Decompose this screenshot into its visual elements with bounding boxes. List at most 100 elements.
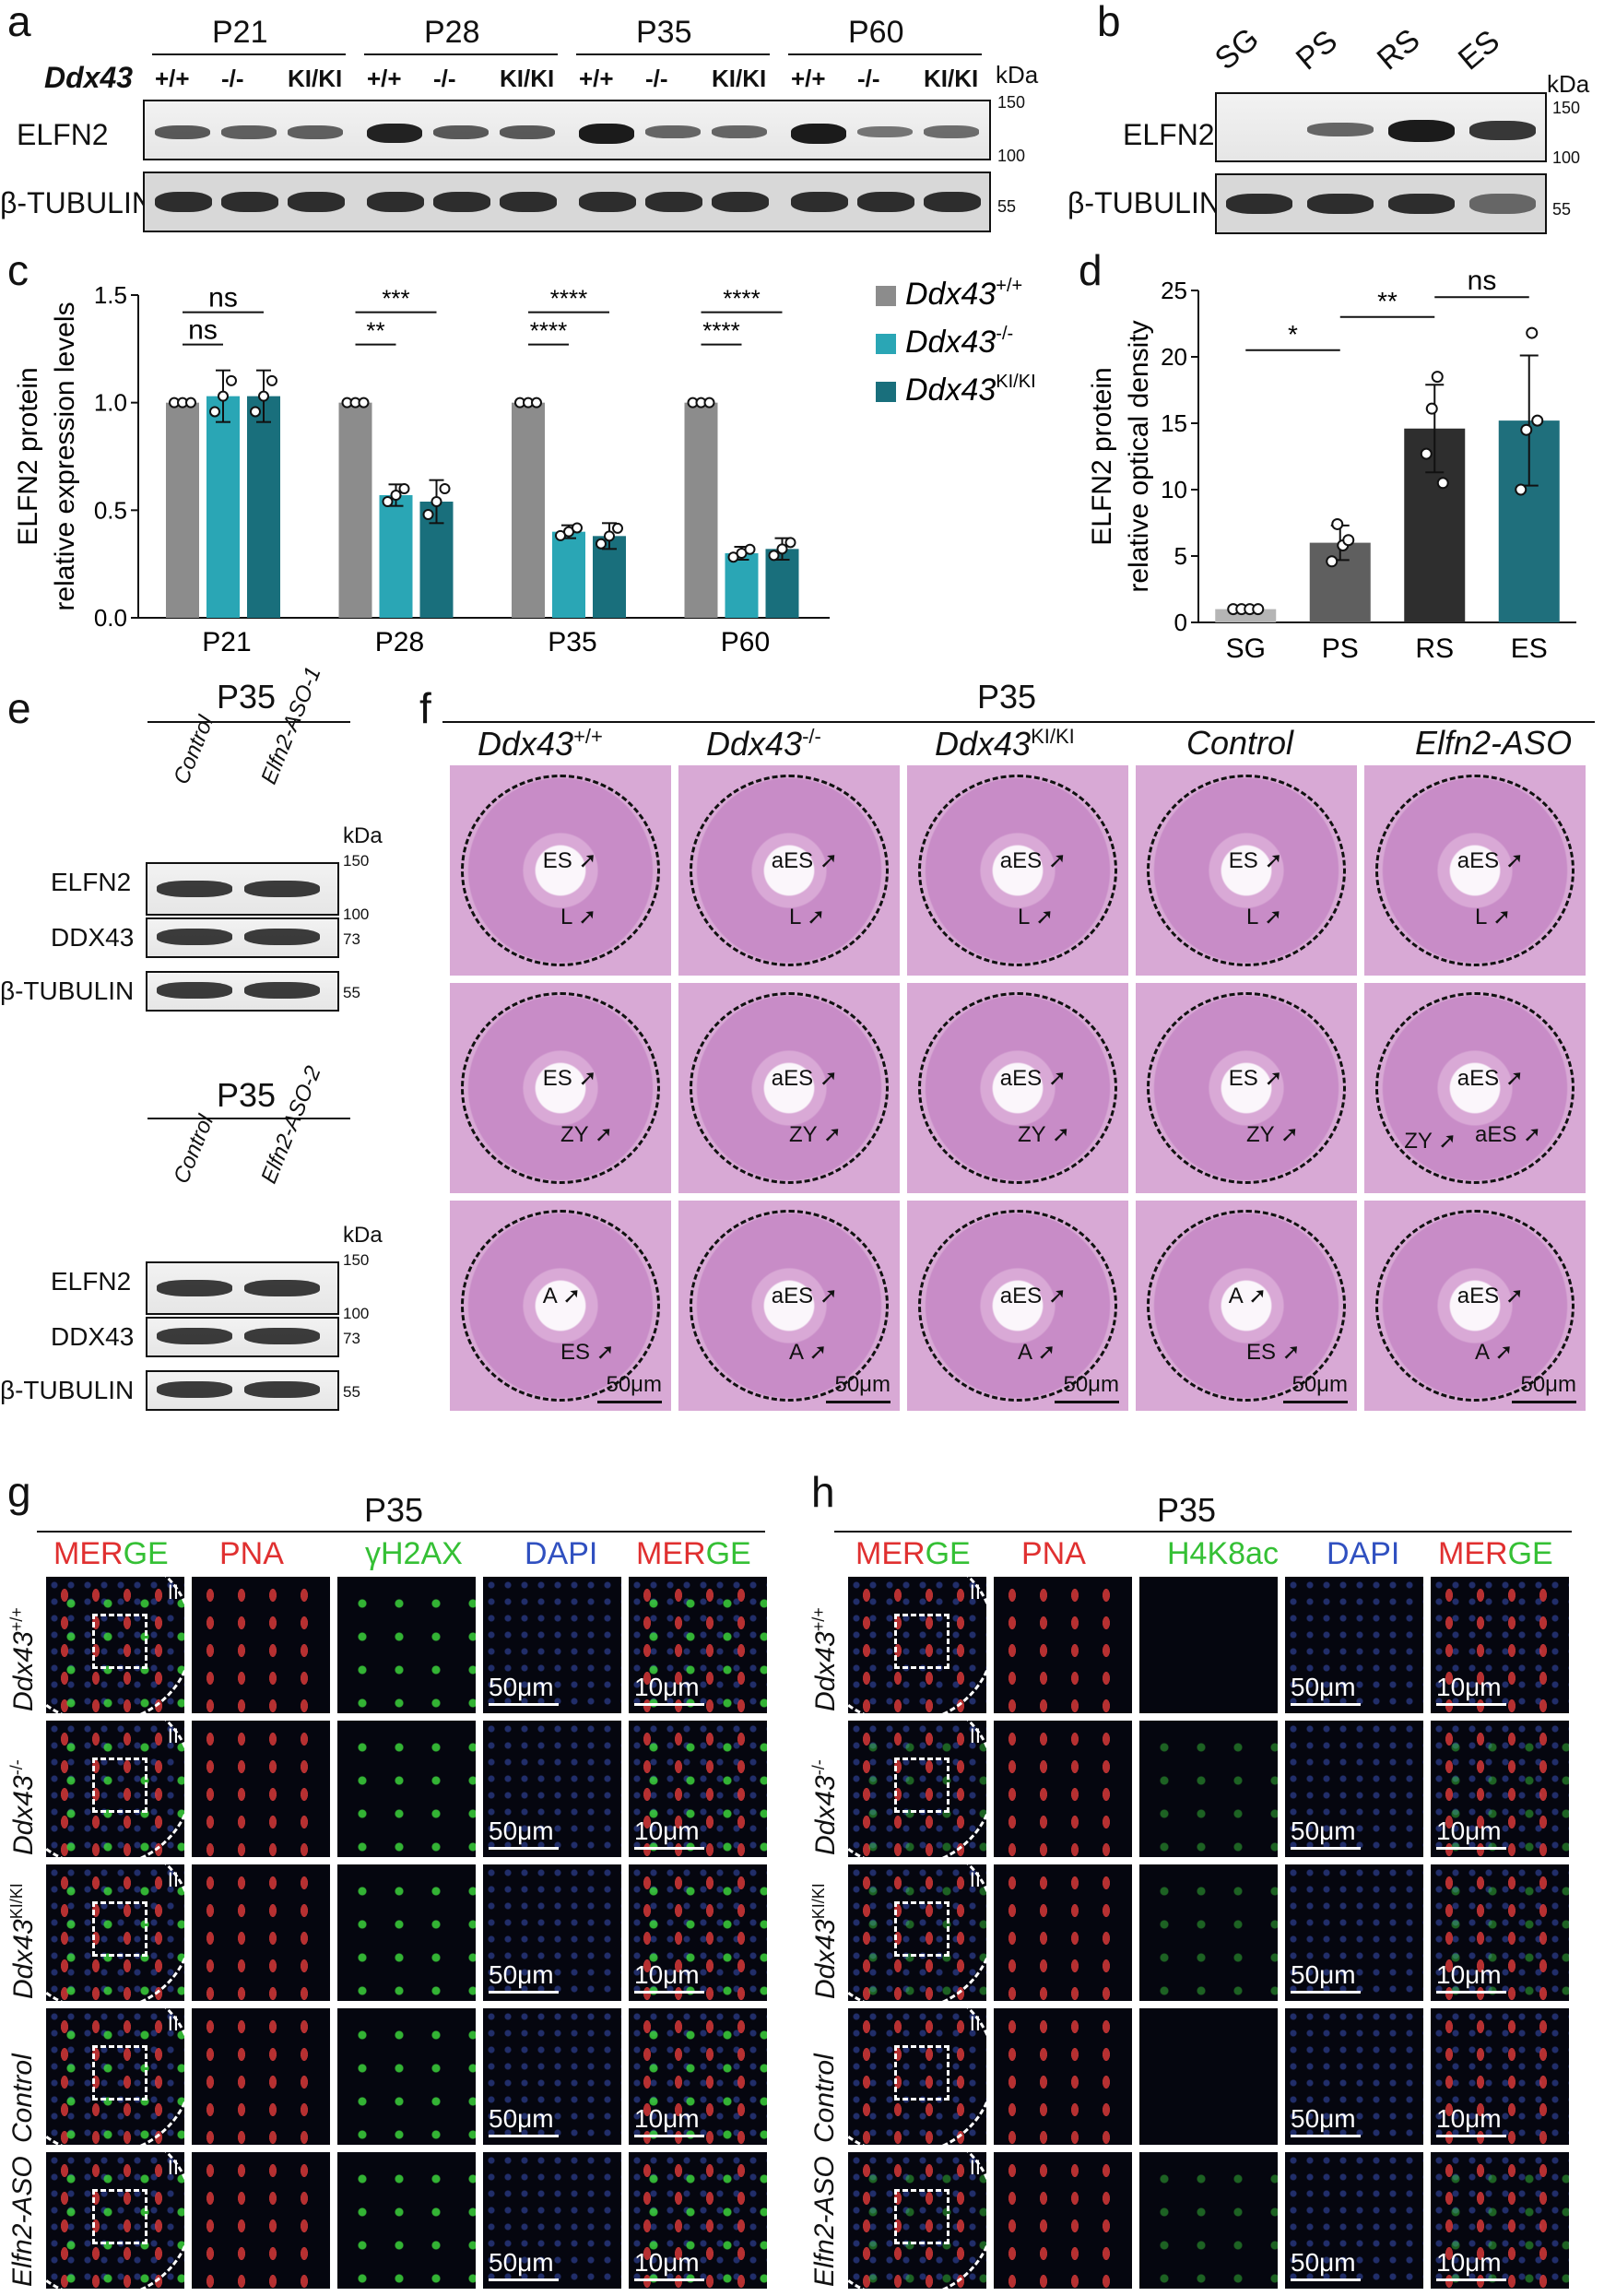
tubule-boundary [46,2152,184,2289]
bar [512,402,545,618]
cell-annotation: aES ➚ [999,1065,1067,1091]
histology-image: aES ➚ A ➚ 50μm [1364,1201,1586,1411]
data-point [250,406,261,418]
fluorescence-image: 10μm [629,2008,767,2145]
histology-image: aES ➚ L ➚ [907,765,1128,976]
histology-image: aES ➚ ZY ➚ [678,983,900,1193]
fluorescence-image: 10μm [629,1864,767,2001]
tubule-outline [690,992,889,1184]
data-point [1425,402,1438,415]
fluorescence-image: II [848,1864,986,2001]
tubule-boundary [848,1864,986,2001]
cell-annotation: A ➚ [1228,1283,1268,1308]
tubulin-band [500,192,557,212]
band [244,929,320,945]
scale-bar [1436,2278,1506,2281]
band [244,982,320,999]
kda-label: kDa [1547,70,1590,98]
channel-header: H4K8ac [1167,1536,1279,1571]
kda-label: kDa [343,1223,383,1248]
data-point [776,543,788,555]
tubule-boundary [46,1577,184,1713]
scale-bar [634,2278,704,2281]
data-point [1252,603,1265,616]
marker-100: 100 [343,1305,370,1322]
scale-bar [634,1847,704,1850]
data-point [1515,483,1527,496]
scale-bar [634,1991,704,1994]
histology-image: aES ➚ ZY ➚ [907,983,1128,1193]
cell-annotation: A ➚ [789,1340,828,1366]
elfn2-band [221,125,277,139]
scale-bar [1283,1401,1348,1403]
fluorescence-image: II [46,1577,184,1713]
scale-bar-label: 50μm [489,1817,554,1845]
data-point [358,396,370,408]
tubulin-band [857,192,914,212]
tubule-outline [461,775,660,966]
tubule-outline [918,992,1117,1184]
tubule-boundary [848,1721,986,1857]
cell-annotation: aES ➚ [1457,1065,1524,1091]
band [244,1328,320,1344]
channel-header: MERGE [636,1536,751,1571]
green-signal [1431,1864,1569,2001]
x-tick-label: ES [1511,633,1548,664]
panel-letter-g: g [7,1468,31,1516]
scale-bar [489,2135,559,2137]
y-axis-label-line1: ELFN2 protein [13,367,43,545]
marker-150: 150 [343,1251,370,1269]
green-signal [1139,1864,1278,2001]
fluorescence-image: 50μm [483,2008,621,2145]
y-axis-label-line2: relative optical density [1124,320,1154,592]
fluorescence-image: 50μm [1285,1864,1423,2001]
dapi-nuclei [483,1864,621,2001]
legend-label: Ddx43KI/KI [905,372,1036,408]
dapi-nuclei [1285,1721,1423,1857]
scale-bar-label: 10μm [634,2104,700,2133]
tubulin-band [791,192,848,212]
fluorescence-image: II [848,1577,986,1713]
elfn2-band [500,124,555,140]
fluorescence-image: II [848,2008,986,2145]
scale-bar-label: 10μm [1436,1817,1502,1845]
fluorescence-image: 50μm [483,1577,621,1713]
dapi-nuclei [483,2008,621,2145]
fluorescence-image: 50μm [1285,1577,1423,1713]
genotype-label: -/- [645,65,668,92]
fluorescence-image: 50μm [1285,1721,1423,1857]
scale-bar [489,2278,559,2281]
scale-bar [634,1703,704,1706]
data-point [572,522,583,534]
fluorescence-image: 10μm [629,1721,767,1857]
scale-bar [597,1401,662,1403]
elfn2-band [1307,123,1374,137]
y-tick-label: 20 [1161,343,1187,371]
green-signal [337,1577,476,1713]
fluorescence-image [1139,1721,1278,1857]
green-signal [337,2008,476,2145]
channel-header: DAPI [1327,1536,1400,1571]
green-signal [629,2152,767,2289]
histology-image: aES ➚ A ➚ 50μm [907,1201,1128,1411]
scale-bar [1436,1703,1506,1706]
green-signal [629,1577,767,1713]
cell-annotation: aES ➚ [999,847,1067,873]
panel-letter-d: d [1079,246,1103,294]
elfn2-band [857,125,913,138]
genotype-label: KI/KI [500,65,555,92]
row-label: DDX43 [51,1322,135,1351]
histology-image: aES ➚ A ➚ 50μm [678,1201,900,1411]
column-header: Ddx43KI/KI [935,725,1075,763]
cell-annotation: ES ➚ [1228,1065,1283,1091]
cell-type-label-es: ES [1451,23,1507,77]
bar [206,396,240,618]
bar [247,396,280,618]
data-point [703,396,715,408]
scale-bar [1436,2135,1506,2137]
tubule-outline [1375,775,1575,966]
tubule-outline [918,775,1117,966]
stage-label: P35 [1157,1491,1217,1529]
significance-label: **** [702,317,739,345]
fluorescence-image [1139,1864,1278,2001]
